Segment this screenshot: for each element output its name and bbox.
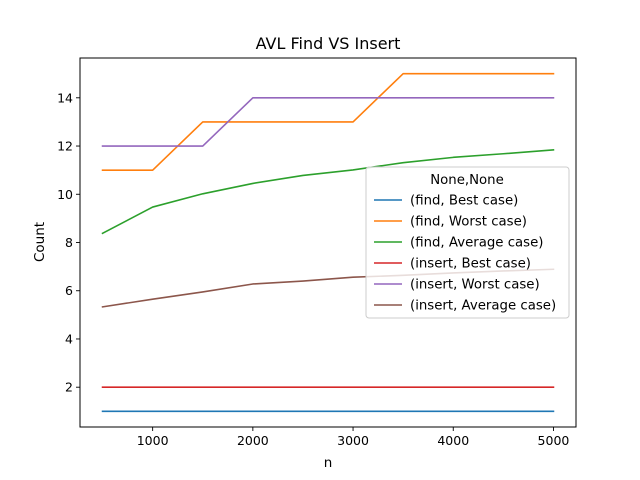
y-tick-label-0: 2 [65, 380, 73, 395]
series-line-2 [101, 149, 555, 235]
legend-label-1: (find, Worst case) [410, 215, 527, 230]
legend-box [365, 166, 570, 319]
legend-items: (find, Best case) (find, Worst case) (find… [374, 194, 556, 314]
y-tick-label-6: 14 [57, 90, 73, 105]
x-axis-label: n [324, 455, 333, 471]
x-tick-label-1: 2000 [237, 433, 269, 448]
x-tick-label-3: 4000 [437, 433, 469, 448]
x-tick-label-0: 1000 [137, 433, 169, 448]
y-tick-label-3: 8 [65, 235, 73, 250]
series-line-4 [101, 96, 555, 147]
y-tick-label-5: 12 [57, 139, 73, 154]
chart-title: AVL Find VS Insert [256, 34, 401, 53]
legend-label-5: (insert, Average case) [410, 299, 556, 314]
x-axis: 1000 2000 3000 4000 5000 [137, 427, 570, 448]
x-tick-label-4: 5000 [538, 433, 570, 448]
legend-label-0: (find, Best case) [410, 194, 518, 209]
y-axis: 2 4 6 8 10 12 14 [57, 90, 80, 395]
y-axis-label: Count [32, 222, 48, 262]
y-tick-label-1: 4 [65, 331, 73, 346]
x-tick-label-2: 3000 [337, 433, 369, 448]
legend-title: None,None [430, 173, 504, 188]
y-tick-label-4: 10 [57, 187, 73, 202]
legend-label-3: (insert, Best case) [410, 257, 531, 272]
legend-label-4: (insert, Worst case) [410, 278, 540, 293]
legend-label-2: (find, Average case) [410, 236, 543, 251]
y-tick-label-2: 6 [65, 283, 73, 298]
legend: None,None (find, Best case) (find, Worst … [365, 166, 570, 319]
